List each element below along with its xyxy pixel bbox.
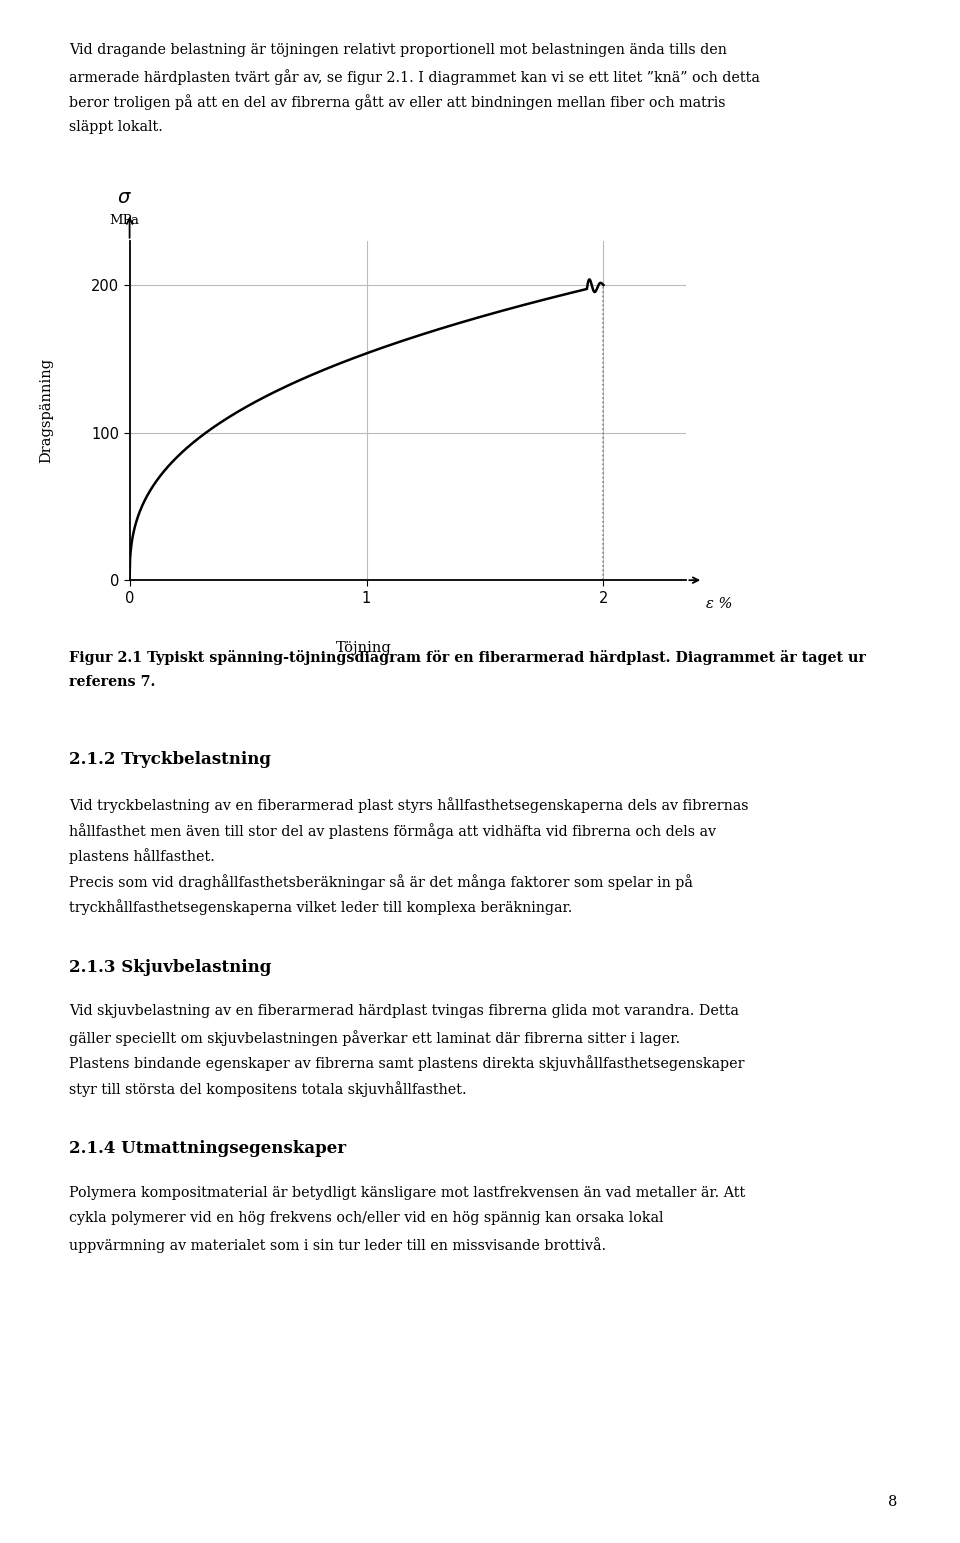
Text: 2.1.3 Skjuvbelastning: 2.1.3 Skjuvbelastning: [69, 958, 272, 975]
Text: Precis som vid draghållfasthetsberäkningar så är det många faktorer som spelar i: Precis som vid draghållfasthetsberäkning…: [69, 873, 693, 889]
Text: Polymera kompositmaterial är betydligt känsligare mot lastfrekvensen än vad meta: Polymera kompositmaterial är betydligt k…: [69, 1187, 745, 1200]
Text: ε %: ε %: [706, 597, 732, 611]
Text: släppt lokalt.: släppt lokalt.: [69, 119, 163, 134]
Text: Töjning: Töjning: [336, 642, 392, 656]
Text: MPa: MPa: [109, 214, 139, 227]
Text: Vid tryckbelastning av en fiberarmerad plast styrs hållfasthetsegenskaperna dels: Vid tryckbelastning av en fiberarmerad p…: [69, 798, 749, 813]
Text: cykla polymerer vid en hög frekvens och/eller vid en hög spännig kan orsaka loka: cykla polymerer vid en hög frekvens och/…: [69, 1211, 663, 1225]
Text: Plastens bindande egenskaper av fibrerna samt plastens direkta skjuvhållfasthets: Plastens bindande egenskaper av fibrerna…: [69, 1055, 745, 1071]
Text: Vid skjuvbelastning av en fiberarmerad härdplast tvingas fibrerna glida mot vara: Vid skjuvbelastning av en fiberarmerad h…: [69, 1004, 739, 1018]
Text: 8: 8: [888, 1495, 898, 1509]
Text: gäller speciellt om skjuvbelastningen påverkar ett laminat där fibrerna sitter i: gäller speciellt om skjuvbelastningen på…: [69, 1029, 681, 1046]
Text: 2.1.2 Tryckbelastning: 2.1.2 Tryckbelastning: [69, 751, 271, 768]
Text: styr till största del kompositens totala skjuvhållfasthet.: styr till största del kompositens totala…: [69, 1080, 467, 1097]
Text: $\sigma$: $\sigma$: [116, 188, 132, 207]
Text: Dragspänning: Dragspänning: [39, 358, 53, 463]
Text: Figur 2.1 Typiskt spänning-töjningsdiagram för en fiberarmerad härdplast. Diagra: Figur 2.1 Typiskt spänning-töjningsdiagr…: [69, 650, 866, 665]
Text: tryckhållfasthetsegenskaperna vilket leder till komplexa beräkningar.: tryckhållfasthetsegenskaperna vilket led…: [69, 900, 572, 915]
Text: hållfasthet men även till stor del av plastens förmåga att vidhäfta vid fibrerna: hållfasthet men även till stor del av pl…: [69, 822, 716, 838]
Text: Vid dragande belastning är töjningen relativt proportionell mot belastningen änd: Vid dragande belastning är töjningen rel…: [69, 43, 727, 57]
Text: uppvärmning av materialet som i sin tur leder till en missvisande brottivå.: uppvärmning av materialet som i sin tur …: [69, 1237, 607, 1253]
Text: beror troligen på att en del av fibrerna gått av eller att bindningen mellan fib: beror troligen på att en del av fibrerna…: [69, 94, 726, 110]
Text: plastens hållfasthet.: plastens hållfasthet.: [69, 849, 215, 864]
Text: 2.1.4 Utmattningsegenskaper: 2.1.4 Utmattningsegenskaper: [69, 1140, 347, 1157]
Text: referens 7.: referens 7.: [69, 674, 156, 690]
Text: armerade härdplasten tvärt går av, se figur 2.1. I diagrammet kan vi se ett lite: armerade härdplasten tvärt går av, se fi…: [69, 68, 760, 85]
